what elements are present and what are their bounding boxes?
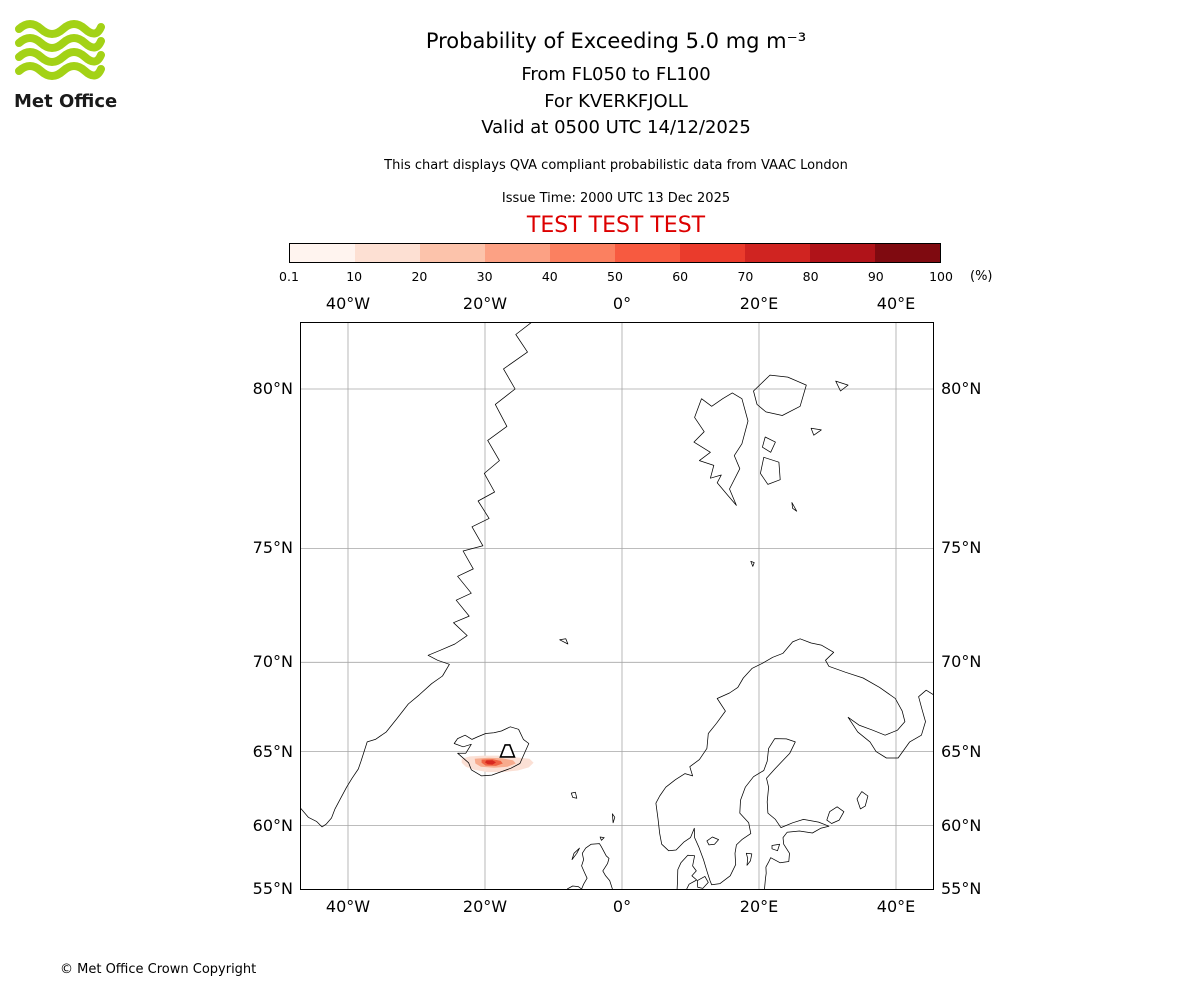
lat-tick-label-left: 65°N: [252, 741, 293, 761]
coastline-faroe-islands: [570, 791, 578, 799]
colorbar-tick-label: 60: [672, 269, 689, 284]
colorbar-segment: [420, 244, 485, 262]
coastline-zealand: [697, 876, 709, 889]
colorbar-tick-label: 50: [607, 269, 623, 284]
lon-tick-label-top: 0°: [612, 294, 632, 313]
colorbar-tick-label: 80: [802, 269, 819, 284]
lon-tick-label-bottom: 40°E: [876, 897, 916, 916]
met-office-logo-waves: [15, 20, 105, 80]
ash-probability-contour-70: [485, 760, 496, 765]
lon-tick-label-top: 20°W: [462, 294, 508, 313]
coastline-jan-mayen: [559, 638, 569, 645]
lat-tick-label-right: 65°N: [941, 741, 982, 761]
colorbar-tick-label: 20: [411, 269, 428, 284]
map-canvas: [301, 323, 933, 889]
lat-tick-label-left: 60°N: [252, 815, 293, 835]
coastline-iceland: [453, 726, 530, 777]
map-panel: 40°W 40°W 20°W 20°W 0° 0° 20°E 20°E 40°E 40°E 80°N…: [253, 294, 982, 916]
colorbar-tick-label: 0.1: [279, 269, 299, 284]
lat-tick-label-right: 75°N: [941, 538, 982, 558]
colorbar-segment: [485, 244, 550, 262]
coastline-greenland: [301, 323, 532, 828]
colorbar-tick-label: 100: [929, 269, 953, 284]
coastline-orkney: [599, 836, 605, 841]
valid-time-subtitle: Valid at 0500 UTC 14/12/2025: [481, 117, 751, 138]
volcano-subtitle: For KVERKFJOLL: [544, 91, 688, 112]
coastline-kvitoya: [835, 380, 849, 392]
coastline-kong-karls-land: [810, 427, 822, 436]
colorbar-segment: [290, 244, 355, 262]
colorbar-segment: [875, 244, 940, 262]
coastline-barentsoya: [762, 436, 776, 453]
volcano-marker: [499, 744, 516, 758]
coastline-hopen: [791, 502, 798, 512]
issue-time-text: Issue Time: 2000 UTC 13 Dec 2025: [501, 191, 731, 206]
met-office-logo: Met Office: [14, 20, 144, 112]
met-office-logo-text: Met Office: [14, 91, 118, 112]
colorbar-segment: [680, 244, 745, 262]
lat-tick-label-right: 60°N: [941, 815, 982, 835]
coastline-spitsbergen: [693, 392, 749, 506]
lat-tick-label-right: 80°N: [941, 379, 982, 398]
coastline-scotland: [581, 843, 613, 889]
disclaimer-text: This chart displays QVA compliant probab…: [384, 158, 848, 173]
colorbar-segment: [745, 244, 810, 262]
coastline-lake-vanern: [706, 836, 719, 846]
lat-tick-label-left: 80°N: [252, 379, 293, 398]
lat-tick-label-left: 70°N: [252, 652, 293, 672]
coastline-denmark-jutland: [676, 854, 698, 889]
colorbar-tick-label: 10: [346, 269, 363, 284]
colorbar-tick-label: 30: [476, 269, 493, 284]
lon-tick-label-top: 40°E: [876, 294, 916, 313]
colorbar-tick-label: 90: [867, 269, 884, 284]
colorbar-segment: [355, 244, 420, 262]
colorbar-unit-label: (%): [970, 269, 993, 284]
colorbar-tick-label: 40: [541, 269, 558, 284]
coastline-scandinavia-russia: [655, 638, 933, 889]
colorbar-bar: [289, 243, 941, 263]
coastline-hebrides: [571, 847, 580, 860]
colorbar: 0.1 10 20 30 40 50 60 70 80 90 100 (%): [279, 243, 993, 289]
coastline-nordaustlandet: [753, 374, 807, 416]
lat-tick-label-right: 55°N: [941, 879, 982, 898]
colorbar-segment: [615, 244, 680, 262]
coastline-lake-ladoga: [826, 806, 845, 824]
lon-tick-label-top: 40°W: [325, 294, 371, 313]
coastline-edgeoya: [760, 456, 781, 485]
test-banner: TEST TEST TEST: [526, 213, 706, 238]
lon-tick-label-bottom: 20°W: [462, 897, 508, 916]
coastline-shetland: [612, 813, 616, 824]
coastline-gotland: [745, 852, 753, 866]
coastline-ireland-north: [567, 885, 582, 889]
lon-tick-label-bottom: 40°W: [325, 897, 371, 916]
copyright-text: © Met Office Crown Copyright: [60, 962, 257, 977]
lon-tick-label-bottom: 20°E: [739, 897, 779, 916]
colorbar-tick-label: 70: [737, 269, 754, 284]
lat-tick-label-left: 55°N: [252, 879, 293, 898]
lon-tick-label-top: 20°E: [739, 294, 779, 313]
colorbar-segment: [810, 244, 875, 262]
colorbar-segment: [550, 244, 615, 262]
flight-level-subtitle: From FL050 to FL100: [521, 64, 711, 85]
lon-tick-label-bottom: 0°: [612, 897, 632, 916]
coastline-lake-onega: [856, 791, 869, 810]
coastline-bear-island: [750, 560, 755, 567]
lat-tick-label-right: 70°N: [941, 652, 982, 672]
chart-title: Probability of Exceeding 5.0 mg m⁻³: [425, 29, 807, 53]
lat-tick-label-left: 75°N: [252, 538, 293, 558]
coastline-saaremaa: [771, 843, 780, 852]
